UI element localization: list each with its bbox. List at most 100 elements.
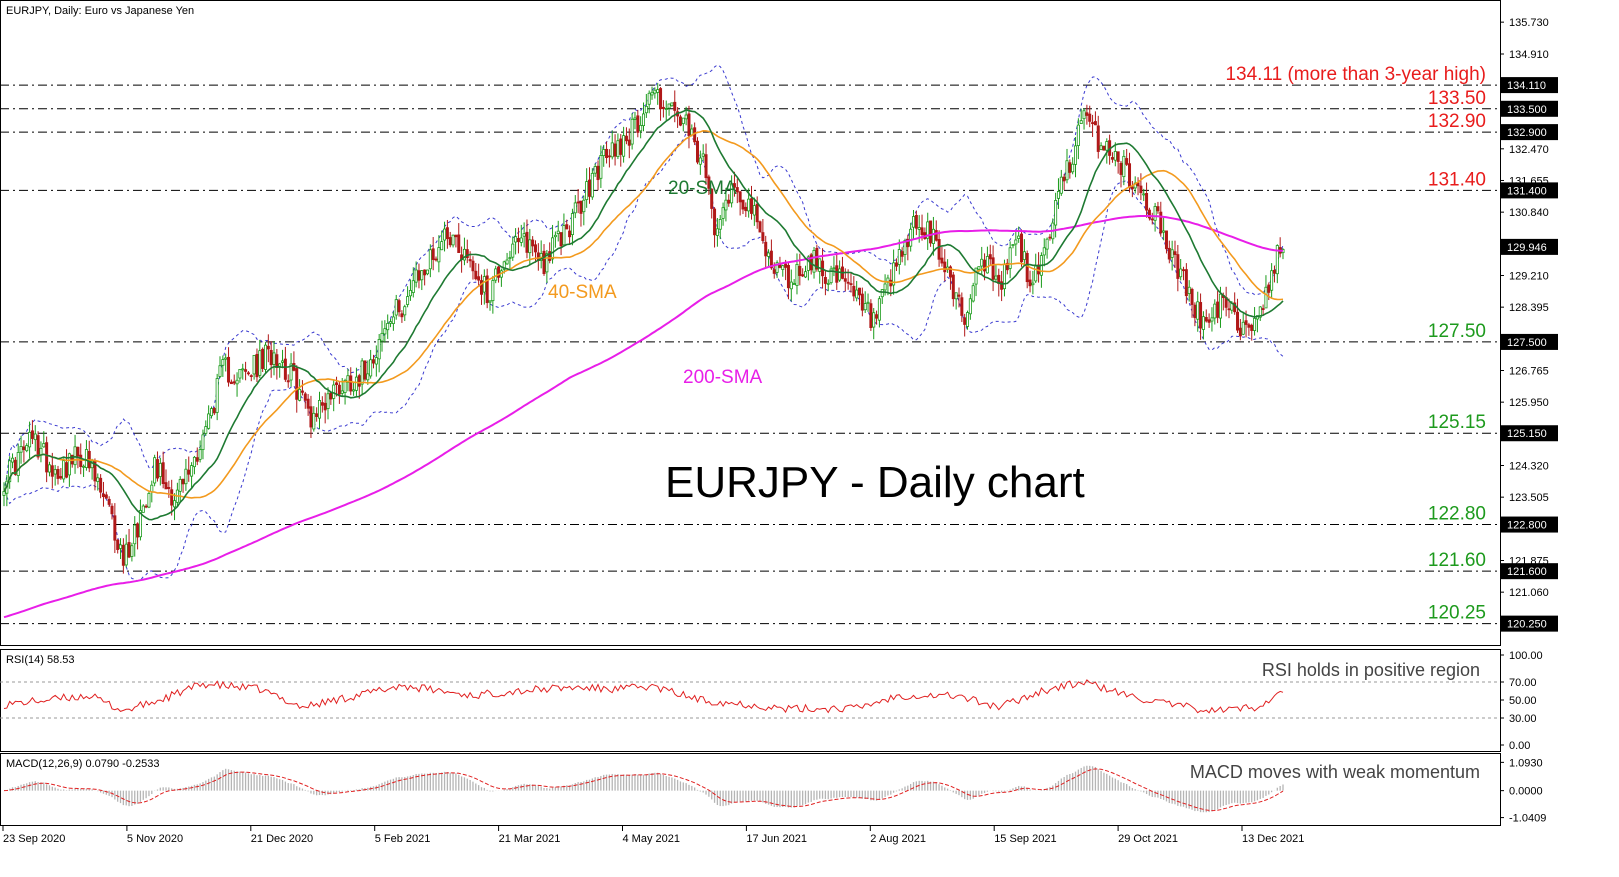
candle-body xyxy=(673,101,677,111)
candle-body xyxy=(1261,308,1265,311)
candle-body xyxy=(241,368,245,371)
rsi-tick-label: 0.00 xyxy=(1509,740,1530,752)
candle-body xyxy=(525,231,529,253)
level-label: 132.90 xyxy=(1428,111,1486,132)
chart-title: EURJPY - Daily chart xyxy=(665,458,1085,507)
candle-body xyxy=(448,237,452,246)
candle-body xyxy=(141,505,145,513)
candle-body xyxy=(585,181,589,200)
current-price-tag xyxy=(1501,238,1558,255)
candle-body xyxy=(101,493,105,498)
bollinger-lower xyxy=(3,132,1284,582)
candle-body xyxy=(707,176,711,189)
date-label: 5 Feb 2021 xyxy=(375,833,431,845)
candle-body xyxy=(1068,162,1072,173)
candle-body xyxy=(394,299,398,316)
level-tag xyxy=(1501,333,1558,350)
candle-body xyxy=(582,199,586,213)
candle-body xyxy=(926,221,930,239)
candle-body xyxy=(104,494,108,499)
candle-body xyxy=(1164,230,1168,250)
level-tags: 134.110 133.500 132.900 131.400 127.500 125.1… xyxy=(1501,77,1558,632)
candle-body xyxy=(232,381,236,384)
candle-body xyxy=(855,289,859,299)
candle-body xyxy=(548,251,552,261)
candle-body xyxy=(516,238,520,242)
date-label: 4 May 2021 xyxy=(623,833,680,845)
candle-body xyxy=(494,268,498,281)
candle-body xyxy=(639,124,643,132)
candle-body xyxy=(1022,251,1026,260)
chart-header: EURJPY, Daily: Euro vs Japanese Yen xyxy=(6,5,194,17)
candle-body xyxy=(1264,286,1268,309)
candle-body xyxy=(491,280,495,302)
candle-body xyxy=(195,457,199,462)
candle-body xyxy=(65,462,69,478)
candle-body xyxy=(346,375,350,383)
candle-body xyxy=(738,191,742,203)
candle-body xyxy=(732,183,736,188)
sma200-line xyxy=(3,215,1284,619)
candle-body xyxy=(1253,317,1257,331)
candle-body xyxy=(656,89,660,93)
candle-body xyxy=(1250,324,1254,331)
rsi-indicator: 100.00 70.00 50.00 30.00 0.00 xyxy=(0,650,1543,752)
level-label: 131.40 xyxy=(1428,169,1486,190)
price-tick-label: 124.320 xyxy=(1509,460,1549,472)
candle-body xyxy=(912,216,916,228)
candle-body xyxy=(1099,145,1103,150)
candle-body xyxy=(474,270,478,280)
price-pane-frame xyxy=(0,0,1501,646)
candle-body xyxy=(1216,301,1220,318)
price-tick-label: 135.730 xyxy=(1509,17,1549,29)
candle-body xyxy=(931,228,935,244)
candle-body xyxy=(579,200,583,214)
candle-body xyxy=(835,265,839,283)
level-tag xyxy=(1501,615,1558,632)
candle-body xyxy=(295,368,299,400)
candle-body xyxy=(804,271,808,278)
candle-body xyxy=(627,139,631,146)
level-tag-label: 121.600 xyxy=(1507,566,1547,578)
candle-body xyxy=(391,316,395,324)
price-tick-label: 121.060 xyxy=(1509,587,1549,599)
candle-body xyxy=(1059,176,1063,194)
candle-body xyxy=(383,328,387,335)
candle-body xyxy=(309,406,313,428)
candle-body xyxy=(428,249,432,270)
candle-body xyxy=(630,118,634,145)
candle-body xyxy=(795,264,799,286)
bollinger-bands xyxy=(3,64,1284,582)
candle-body xyxy=(789,281,793,290)
candle-body xyxy=(258,350,262,376)
candle-body xyxy=(335,382,339,386)
candle-body xyxy=(1199,302,1203,329)
candle-body xyxy=(1184,269,1188,297)
candle-body xyxy=(1056,191,1060,199)
candle-body xyxy=(1182,269,1186,272)
level-tag xyxy=(1501,182,1558,199)
level-label: 121.60 xyxy=(1428,550,1486,571)
candle-body xyxy=(713,208,717,236)
candle-body xyxy=(758,221,762,233)
level-tag xyxy=(1501,124,1558,141)
candle-body xyxy=(883,283,887,291)
candle-body xyxy=(278,363,282,367)
candle-body xyxy=(940,257,944,264)
price-tick-label: 126.765 xyxy=(1509,365,1549,377)
candle-body xyxy=(860,293,864,311)
candle-body xyxy=(138,510,142,538)
level-label: 120.25 xyxy=(1428,603,1486,624)
candle-body xyxy=(462,248,466,261)
candle-body xyxy=(1000,281,1004,290)
candle-body xyxy=(622,135,626,157)
candle-body xyxy=(408,290,412,297)
candle-body xyxy=(1233,302,1237,313)
candle-body xyxy=(50,465,54,477)
candle-body xyxy=(1125,158,1129,165)
current-price-label: 129.946 xyxy=(1507,242,1547,254)
candle-body xyxy=(644,105,648,114)
price-tick-label: 134.910 xyxy=(1509,49,1549,61)
candle-body xyxy=(954,292,958,300)
